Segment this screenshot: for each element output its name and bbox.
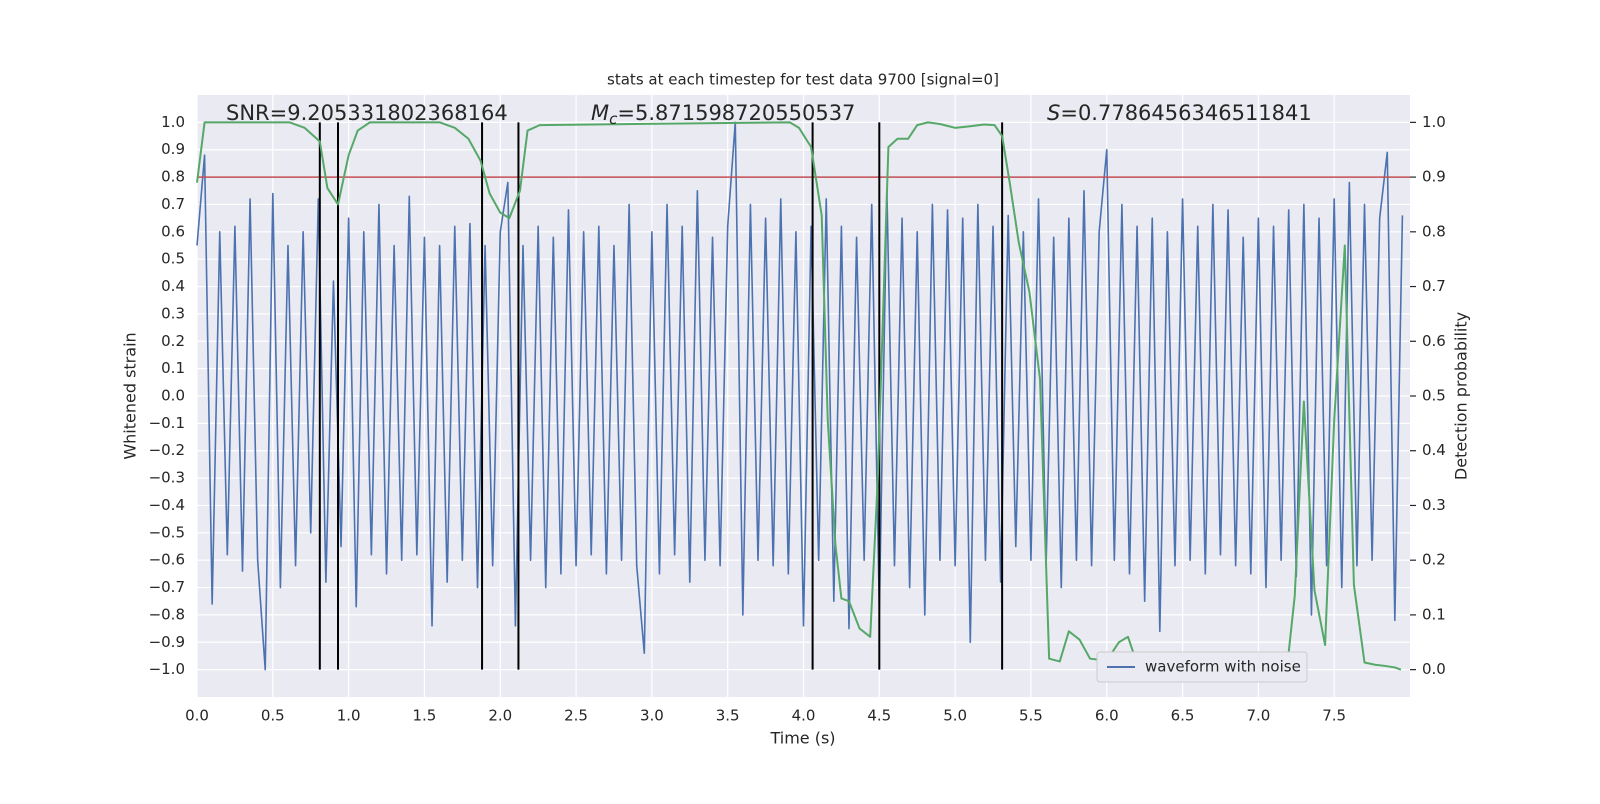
- x-tick-label: 2.5: [564, 707, 588, 725]
- annotation: Mc=5.871598720550537: [591, 101, 855, 128]
- annotation: SNR=9.205331802368164: [226, 101, 508, 125]
- y-tick-label: −0.2: [149, 441, 185, 459]
- x-tick-label: 4.5: [867, 707, 891, 725]
- y2-tick-label: 0.5: [1422, 387, 1446, 405]
- x-tick-label: 5.0: [943, 707, 967, 725]
- y-tick-label: 0.4: [161, 277, 185, 295]
- legend-box: [1096, 651, 1308, 683]
- y-tick-label: −0.9: [149, 633, 185, 651]
- annotation-symbol: S: [1047, 101, 1060, 125]
- x-tick-label: 0.5: [261, 707, 285, 725]
- y-tick-label: 0.3: [161, 304, 185, 322]
- y-tick-label: 0.7: [161, 195, 185, 213]
- x-tick-label: 4.0: [792, 707, 816, 725]
- y2-tick-label: 0.3: [1422, 496, 1446, 514]
- y2-tick-label: 1.0: [1422, 113, 1446, 131]
- x-tick-label: 1.0: [337, 707, 361, 725]
- y-tick-label: 0.9: [161, 140, 185, 158]
- y-tick-label: −0.8: [149, 605, 185, 623]
- x-tick-label: 3.5: [716, 707, 740, 725]
- y2-tick-label: 0.2: [1422, 551, 1446, 569]
- x-tick-label: 7.5: [1322, 707, 1346, 725]
- y-tick-label: −1.0: [149, 660, 185, 678]
- x-tick-label: 0.0: [185, 707, 209, 725]
- y2-tick-label: 0.1: [1422, 605, 1446, 623]
- x-tick-label: 2.0: [488, 707, 512, 725]
- y-tick-label: −0.3: [149, 469, 185, 487]
- y-tick-label: −0.1: [149, 414, 185, 432]
- y-tick-label: 0.5: [161, 250, 185, 268]
- y2-tick-label: 0.8: [1422, 222, 1446, 240]
- annotation: S=0.7786456346511841: [1047, 101, 1312, 125]
- x-tick-label: 5.5: [1019, 707, 1043, 725]
- annotation-text: =5.871598720550537: [617, 101, 855, 125]
- y-tick-label: 0.8: [161, 168, 185, 186]
- y2-tick-label: 0.0: [1422, 660, 1446, 678]
- y2-tick-label: 0.9: [1422, 168, 1446, 186]
- y2-tick-label: 0.6: [1422, 332, 1446, 350]
- series-line: [196, 121, 1404, 671]
- y-tick-label: 0.2: [161, 332, 185, 350]
- legend-label: waveform with noise: [1145, 658, 1301, 676]
- x-tick-label: 6.5: [1171, 707, 1195, 725]
- x-tick-label: 7.0: [1246, 707, 1270, 725]
- y-axis-label: Whitened strain: [121, 332, 140, 459]
- annotation-symbol: M: [591, 101, 609, 125]
- annotation-text: SNR=9.205331802368164: [226, 101, 508, 125]
- y2-tick-label: 0.4: [1422, 441, 1446, 459]
- y2-axis-label: Detection probability: [1452, 312, 1471, 480]
- y-tick-label: 0.6: [161, 222, 185, 240]
- annotation-subscript: c: [609, 110, 618, 128]
- annotation-text: =0.7786456346511841: [1060, 101, 1311, 125]
- y-tick-label: −0.7: [149, 578, 185, 596]
- x-tick-label: 6.0: [1095, 707, 1119, 725]
- x-axis-label: Time (s): [769, 729, 835, 748]
- y-tick-label: 0.1: [161, 359, 185, 377]
- y-tick-label: −0.6: [149, 551, 185, 569]
- y2-tick-label: 0.7: [1422, 277, 1446, 295]
- y-tick-label: −0.4: [149, 496, 185, 514]
- y-tick-label: 1.0: [161, 113, 185, 131]
- chart-title: stats at each timestep for test data 970…: [607, 71, 999, 89]
- x-tick-label: 3.0: [640, 707, 664, 725]
- x-tick-label: 1.5: [413, 707, 437, 725]
- y-tick-label: 0.0: [161, 387, 185, 405]
- y-tick-label: −0.5: [149, 523, 185, 541]
